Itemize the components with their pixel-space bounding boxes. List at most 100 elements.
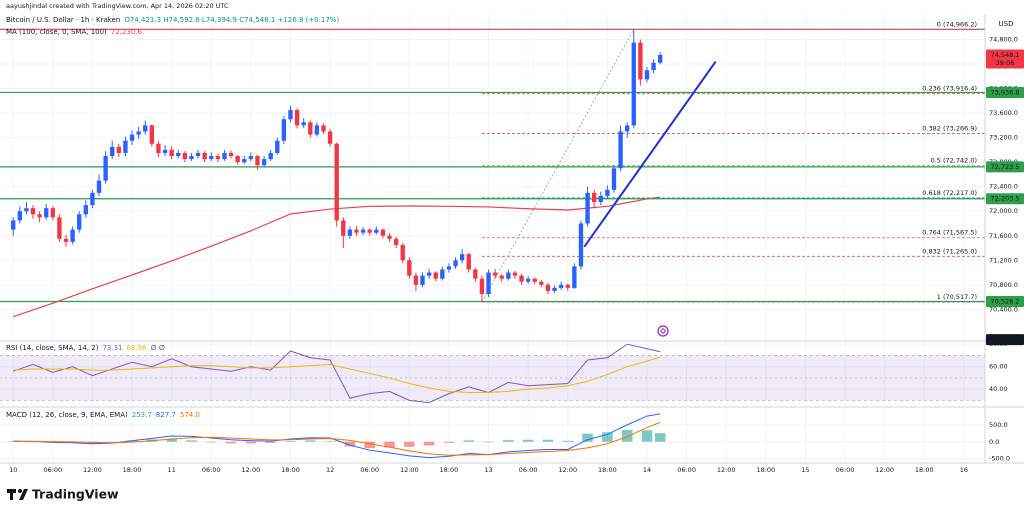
price-badge [986,334,1024,346]
trendline [583,61,717,248]
x-tick-label: 12:00 [558,466,577,474]
x-tick-label: 06:00 [43,466,62,474]
x-tick-label: 16 [960,466,968,474]
fib-level-label: 0.618 (72,217.0) [922,189,977,197]
candle-body [492,272,498,276]
y-tick-label: -500.0 [989,455,1010,463]
y-tick-label: 72,400.0 [989,183,1018,191]
macd-histogram-bar [443,441,455,443]
candle-body [486,272,491,295]
x-tick-label: 12:00 [875,466,894,474]
candle-body [116,146,122,153]
candle-body [321,125,326,132]
candle-body [228,152,234,157]
macd-histogram-bar [542,439,554,442]
plot-area: 0 (74,966.2) 0.236 (73,916.4) 0.382 (73,26… [0,20,985,459]
x-tick-label: 06:00 [677,466,696,474]
rsi-extra: ∅ ∅ [151,344,165,352]
candle-body [618,131,623,169]
x-tick-label: 18:00 [598,466,617,474]
candle-body [400,244,405,261]
candle-body [605,189,610,196]
candle-body [327,131,333,144]
x-tick-label: 18:00 [440,466,459,474]
macd-line [13,413,661,459]
grid [0,15,985,462]
rsi-value: 73.31 [102,344,122,352]
candle-body [57,217,62,239]
macd-histogram-bar [384,441,395,448]
macd-histogram-bar [106,441,118,443]
candle-body [261,159,267,166]
credit: aayushjindal created with TradingView.co… [6,2,229,10]
candle-body [407,260,412,276]
candle-body [598,195,603,203]
fib-level-label: 1 (70,517.7) [937,293,977,301]
candle-body [552,287,557,291]
y-tick-label: 74,800.0 [989,36,1018,44]
candle-body [314,125,320,135]
macd-legend: MACD (12, 26, close, 9, EMA, EMA) 253.7 82… [6,411,200,419]
macd-histogram-bar [205,441,217,443]
candle-body [591,192,597,203]
price-badge [986,161,1024,173]
rsi-ma-line [13,356,661,394]
y-tick-label: 72,000.0 [989,207,1018,215]
candle-body [129,134,135,141]
candle-body [519,275,524,282]
fib-level-label: 0.382 (73,266.9) [922,125,977,133]
y-tick-label: 0.0 [989,438,999,446]
ma-value: 72,230.6 [111,28,143,36]
fib-level-label: 0.236 (73,916.4) [922,85,977,93]
macd-histogram-bar [27,441,39,443]
candle-body [268,152,273,160]
x-tick-label: 12 [326,466,334,474]
rsi-ma-value: 68.56 [126,344,147,352]
price-badge-label: 69,905.4 [991,336,1020,344]
macd-histogram-bar [522,439,534,442]
price-badge-label: 72,723.5 [991,163,1020,171]
candle-body [202,152,207,160]
axes: 10 06:00 12:00 18:00 11 06:00 12:00 18:00 12 06:0… [9,36,1024,474]
countdown: 39:06 [996,59,1015,67]
price-badge [986,49,1024,69]
candle-body [182,152,188,160]
candle-body [512,272,518,276]
symbol-legend: Bitcoin / U.S. Dollar · 1h · Kraken O74,4… [6,16,339,24]
candle-body [63,238,69,242]
x-tick-label: 11 [168,466,176,474]
macd-histogram-bar [602,432,613,442]
candle-body [30,208,36,215]
candle-body [77,214,82,230]
candle-body [143,125,148,132]
candle-body [222,152,227,160]
candle-body [466,254,471,270]
candle-body [123,140,128,153]
candle-body [347,229,353,236]
candle-body [189,156,194,160]
x-tick-label: 06:00 [836,466,855,474]
candle-body [631,42,636,126]
candle-body [136,131,141,135]
candle-body [426,272,432,276]
candle-body [572,266,577,288]
candle-body [341,220,346,236]
candle-body [638,42,643,80]
macd-histogram-bar [344,441,356,447]
candle-body [103,156,108,181]
candle-body [195,152,201,157]
price-badge-label: 72,203.5 [991,195,1020,203]
candle-body [624,125,630,132]
symbol-title: Bitcoin / U.S. Dollar · 1h · Kraken [6,16,120,24]
macd-histogram-bar [503,440,514,442]
candle-body [545,284,551,291]
rsi-name: RSI (14, close, SMA, 14, 2) [6,344,99,352]
candle-body [387,235,392,239]
macd-hist-value: 253.7 [132,411,152,419]
brand-name: TradingView [32,487,119,502]
candle-body [446,266,452,270]
candle-body [558,284,564,288]
y-tick-label: 500.0 [989,421,1008,429]
x-tick-label: 12:00 [717,466,736,474]
candle-body [149,125,155,144]
